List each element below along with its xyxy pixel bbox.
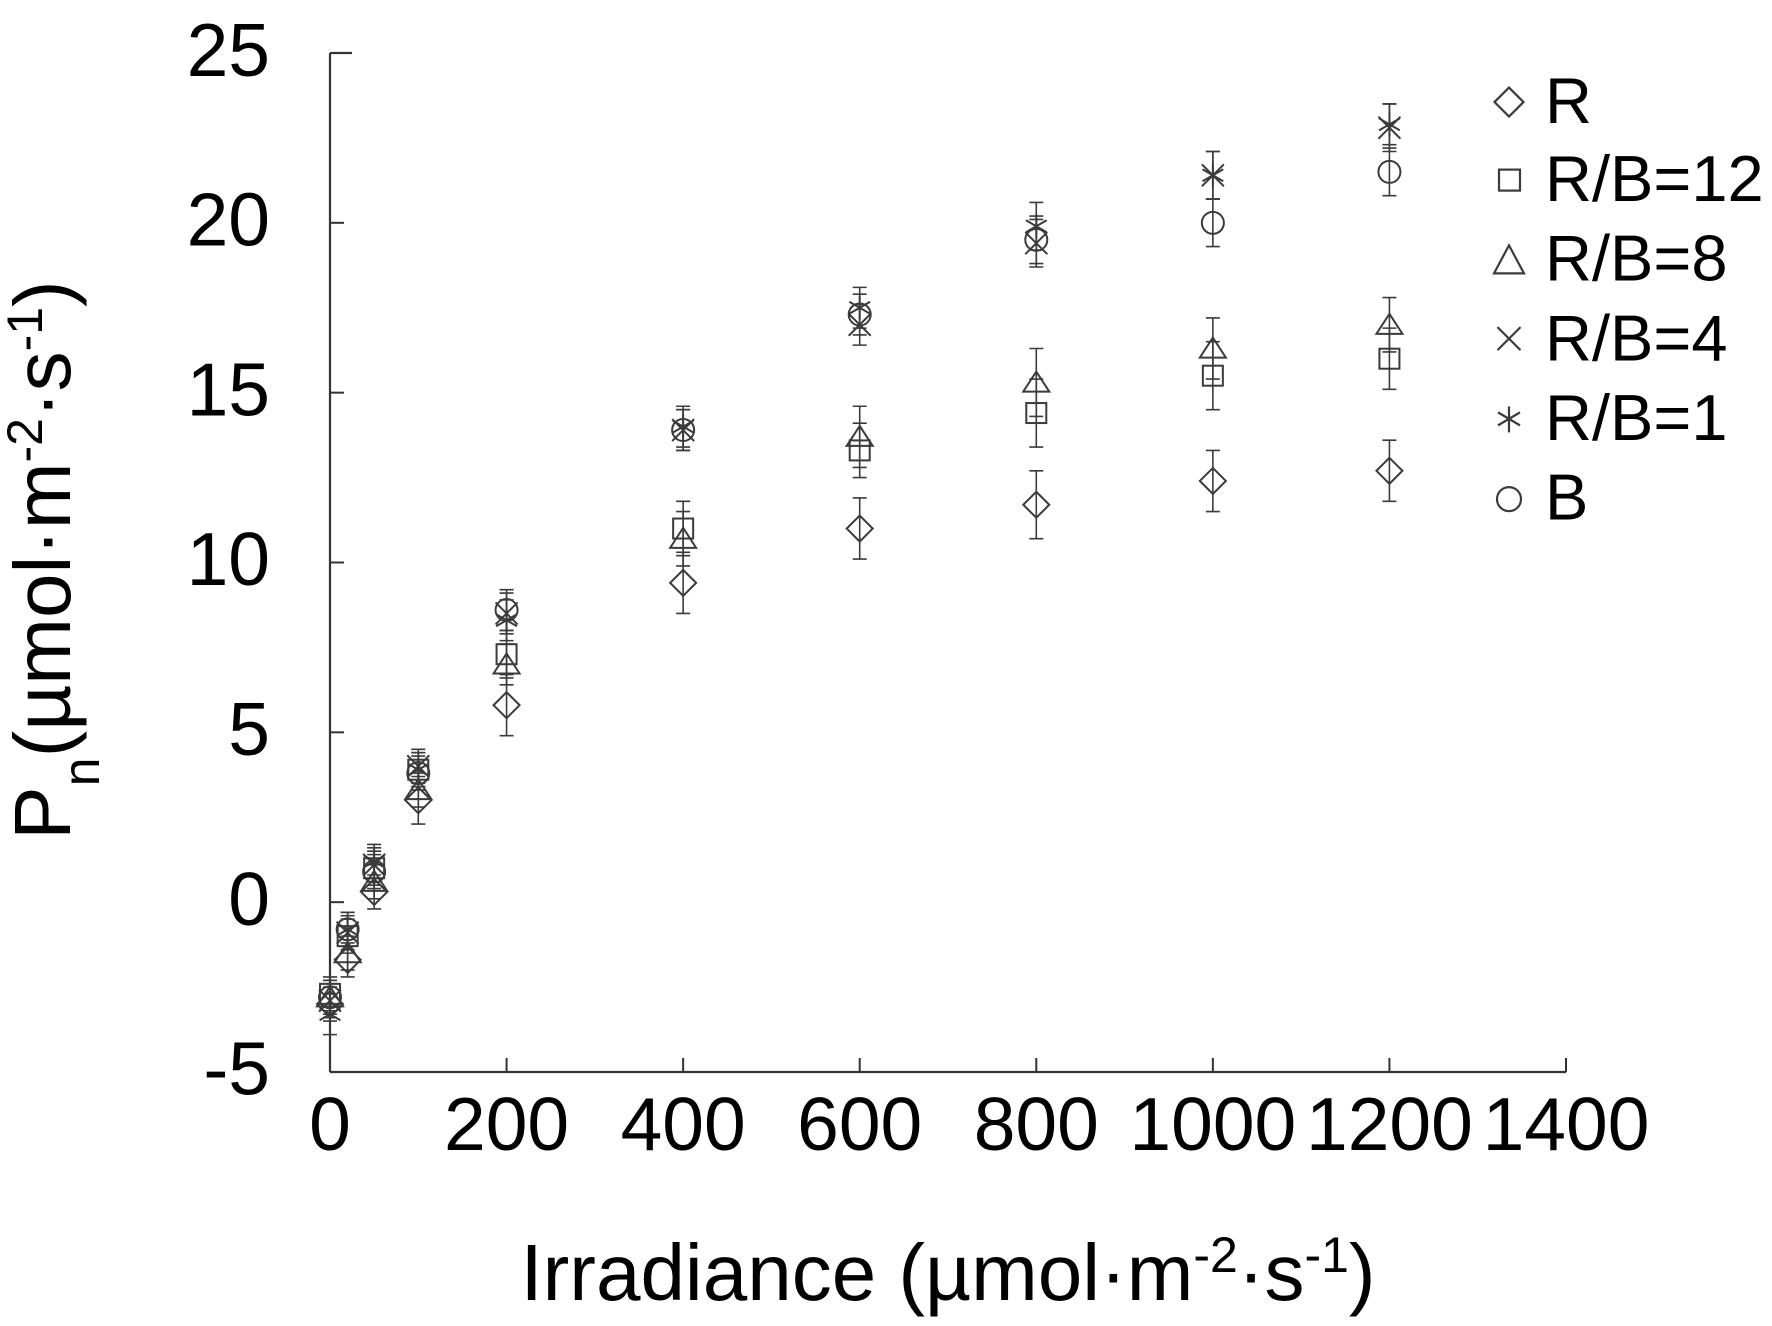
svg-text:B: B <box>1545 461 1588 534</box>
svg-text:0: 0 <box>309 1082 351 1166</box>
svg-text:-5: -5 <box>203 1027 270 1111</box>
svg-text:1200: 1200 <box>1306 1082 1473 1166</box>
svg-text:R/B=4: R/B=4 <box>1545 302 1727 375</box>
svg-text:0: 0 <box>228 857 270 941</box>
svg-text:800: 800 <box>974 1082 1099 1166</box>
svg-text:600: 600 <box>797 1082 922 1166</box>
svg-text:5: 5 <box>228 687 270 771</box>
svg-text:400: 400 <box>621 1082 746 1166</box>
svg-text:200: 200 <box>444 1082 569 1166</box>
svg-text:1000: 1000 <box>1129 1082 1296 1166</box>
svg-text:20: 20 <box>187 178 270 262</box>
svg-text:R: R <box>1545 64 1592 137</box>
svg-text:25: 25 <box>187 8 270 92</box>
svg-text:R/B=1: R/B=1 <box>1545 381 1727 454</box>
svg-text:10: 10 <box>187 517 270 601</box>
svg-text:R/B=8: R/B=8 <box>1545 222 1727 295</box>
svg-text:15: 15 <box>187 347 270 431</box>
svg-text:1400: 1400 <box>1483 1082 1650 1166</box>
svg-text:Irradiance (µmol·m-2·s-1): Irradiance (µmol·m-2·s-1) <box>520 1227 1375 1317</box>
svg-text:R/B=12: R/B=12 <box>1545 142 1764 215</box>
